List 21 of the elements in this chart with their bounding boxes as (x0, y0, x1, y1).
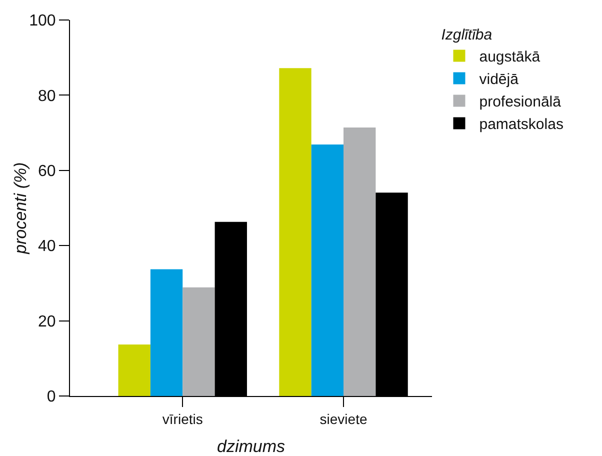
bar (311, 144, 344, 396)
bar (118, 344, 150, 396)
y-tick-label: 0 (46, 388, 56, 406)
y-axis-title: procenti (%) (11, 162, 30, 255)
x-tick-label: vīrietis (162, 410, 203, 427)
y-tick-label: 20 (38, 313, 56, 330)
legend-label: augstākā (479, 48, 541, 66)
x-axis-title: dzimums (216, 437, 286, 456)
bar (150, 269, 183, 396)
legend-label: profesionālā (479, 94, 562, 111)
legend-label: vidējā (479, 71, 520, 88)
bar (279, 68, 312, 396)
legend-title: Izglītība (441, 26, 492, 44)
x-tick-label: sieviete (320, 410, 368, 427)
bar (182, 287, 215, 396)
y-tick-label: 80 (38, 88, 56, 105)
y-tick-label: 60 (38, 163, 56, 180)
y-tick-label: 40 (38, 238, 56, 256)
y-tick-label: 100 (29, 12, 56, 30)
bar (344, 128, 376, 396)
legend-label: pamatskolas (479, 116, 564, 134)
